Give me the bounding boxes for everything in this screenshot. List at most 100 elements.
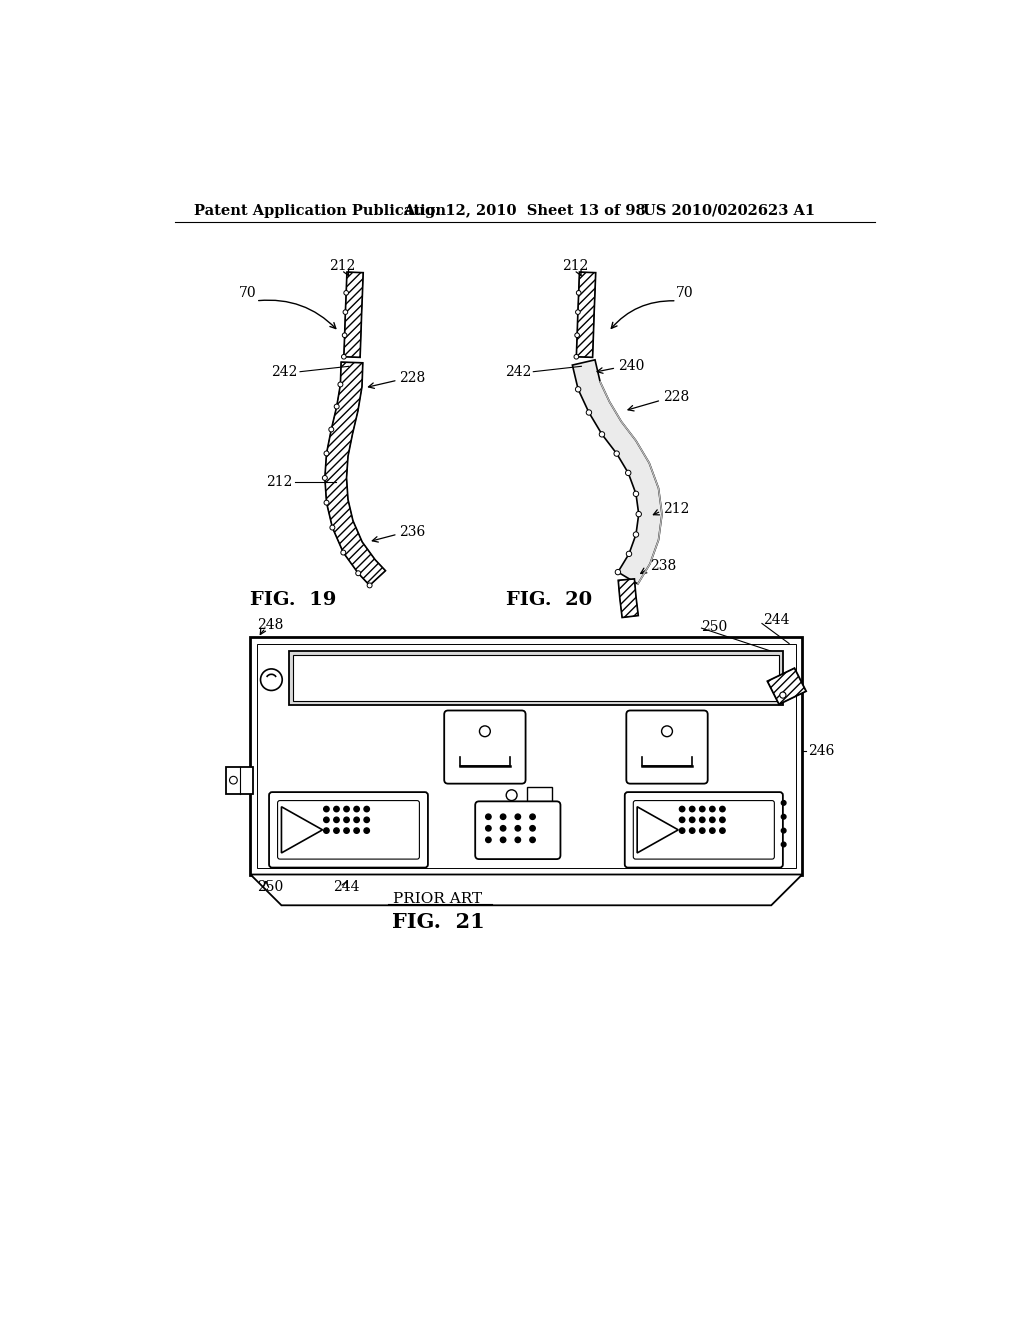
Polygon shape [767,668,806,705]
Circle shape [615,569,621,574]
Circle shape [501,837,506,842]
Circle shape [720,807,725,812]
Circle shape [575,387,581,392]
Circle shape [342,333,347,338]
Circle shape [260,669,283,690]
Text: 212: 212 [663,502,689,516]
Text: 246: 246 [809,744,835,758]
Circle shape [720,817,725,822]
Circle shape [324,828,329,833]
Circle shape [334,807,339,812]
Circle shape [529,825,536,832]
Circle shape [599,432,604,437]
Text: PRIOR ART: PRIOR ART [393,892,482,906]
Text: FIG.  20: FIG. 20 [506,590,592,609]
Circle shape [368,583,372,587]
Circle shape [517,810,536,829]
FancyBboxPatch shape [625,792,783,867]
Text: US 2010/0202623 A1: US 2010/0202623 A1 [643,203,815,218]
Circle shape [779,692,786,698]
Circle shape [485,837,492,842]
Circle shape [574,333,580,338]
Circle shape [633,491,639,496]
Circle shape [330,525,335,531]
Circle shape [344,290,348,296]
Text: FIG.  21: FIG. 21 [391,912,484,932]
Circle shape [324,451,329,455]
Circle shape [364,807,370,812]
Circle shape [323,475,328,480]
Text: 244: 244 [334,880,359,894]
FancyBboxPatch shape [269,792,428,867]
Circle shape [324,817,329,822]
Circle shape [354,807,359,812]
Circle shape [710,828,715,833]
Circle shape [720,828,725,833]
Circle shape [781,842,786,847]
Circle shape [341,550,346,554]
Circle shape [679,807,685,812]
Polygon shape [618,579,638,618]
Text: 250: 250 [257,880,284,894]
Circle shape [479,726,490,737]
Text: 70: 70 [240,286,257,300]
Circle shape [662,726,673,737]
Text: 236: 236 [399,525,426,539]
Circle shape [515,837,520,842]
Text: 228: 228 [663,391,689,404]
Text: 240: 240 [617,359,644,374]
Circle shape [515,814,520,820]
Circle shape [355,570,360,576]
Polygon shape [325,362,385,585]
Bar [293,655,779,701]
Polygon shape [251,875,802,906]
Circle shape [338,381,343,387]
Circle shape [781,829,786,833]
Circle shape [575,310,581,314]
Circle shape [354,817,359,822]
Text: Patent Application Publication: Patent Application Publication [194,203,445,218]
Text: Aug. 12, 2010  Sheet 13 of 98: Aug. 12, 2010 Sheet 13 of 98 [403,203,646,218]
Circle shape [577,290,581,296]
Circle shape [344,807,349,812]
Circle shape [343,310,348,314]
Text: FIG.  19: FIG. 19 [250,590,336,609]
Circle shape [781,800,786,805]
Circle shape [529,814,536,820]
Bar [289,651,783,705]
Text: 228: 228 [399,371,426,385]
Circle shape [710,817,715,822]
Polygon shape [344,272,364,358]
Circle shape [506,789,517,800]
Text: 238: 238 [649,560,676,573]
FancyBboxPatch shape [278,800,420,859]
Circle shape [636,511,641,517]
Bar [251,638,802,875]
Text: 242: 242 [505,364,531,379]
FancyBboxPatch shape [475,801,560,859]
Polygon shape [577,272,596,358]
Circle shape [699,807,705,812]
Polygon shape [572,360,662,583]
Text: 212: 212 [330,259,356,273]
Circle shape [501,814,506,820]
Circle shape [515,825,520,832]
Circle shape [364,817,370,822]
Circle shape [699,828,705,833]
Circle shape [689,817,695,822]
FancyBboxPatch shape [444,710,525,784]
Text: 242: 242 [270,364,297,379]
Circle shape [334,817,339,822]
Circle shape [344,817,349,822]
Bar [527,788,552,804]
Circle shape [586,409,592,416]
Circle shape [329,426,334,432]
Circle shape [485,825,492,832]
Circle shape [626,470,631,475]
Circle shape [324,807,329,812]
Text: 70: 70 [676,286,693,300]
Circle shape [501,825,506,832]
Circle shape [485,814,492,820]
Text: 244: 244 [764,614,790,627]
Circle shape [710,807,715,812]
